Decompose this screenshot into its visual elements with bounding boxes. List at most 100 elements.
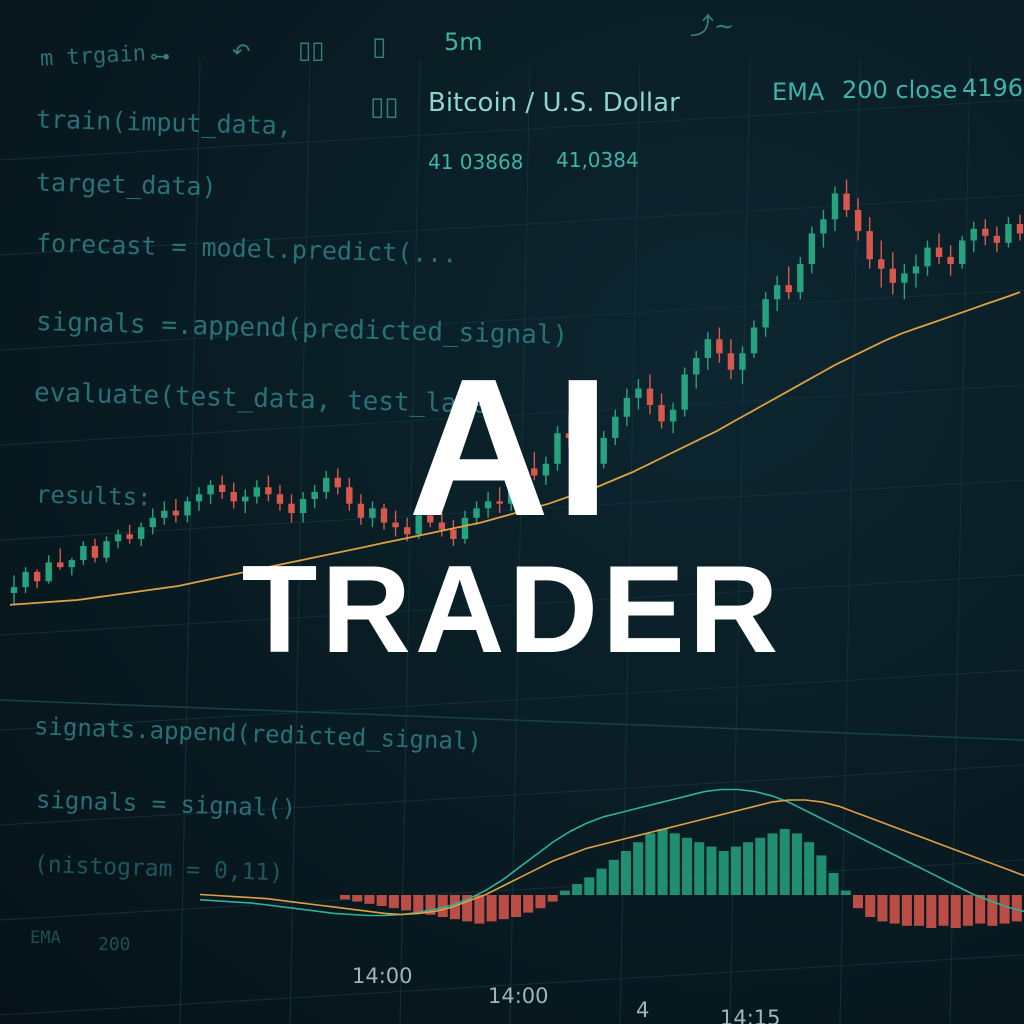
candle-body (669, 409, 677, 422)
candles-icon[interactable]: ▯▯ (298, 36, 325, 64)
candle-body (878, 259, 885, 269)
histogram-bar (767, 833, 778, 895)
histogram-bar (474, 895, 485, 924)
candle-body (935, 247, 943, 257)
macd-line (199, 788, 1024, 917)
symbol-name[interactable]: Bitcoin / U.S. Dollar (428, 88, 680, 118)
histogram-bar (486, 895, 497, 922)
grid-line-vertical (399, 59, 421, 1024)
histogram-bar (877, 895, 888, 922)
candle-body (461, 517, 469, 539)
indicator-params: 200 close (842, 76, 958, 104)
candle-body (137, 527, 145, 539)
candle-body (149, 517, 156, 528)
price-readout-b: 41,0384 (556, 148, 639, 172)
histogram-bar (584, 877, 595, 895)
candle-body (184, 501, 191, 516)
grid-line-vertical (509, 59, 531, 1024)
code-line: target_data) (35, 167, 217, 202)
interval-selector[interactable]: 5m (444, 28, 483, 56)
candle-body (91, 546, 99, 558)
candle-body (924, 247, 931, 267)
candle-body (427, 515, 434, 523)
histogram-bar (840, 890, 851, 895)
candle-body (565, 433, 573, 438)
candle-body (577, 437, 584, 452)
histogram-bar (572, 884, 583, 895)
histogram-bar (975, 895, 986, 924)
candle-body (704, 339, 711, 358)
candle-body (33, 571, 41, 582)
hero-title-line1: AI (408, 338, 616, 557)
candle-body (612, 416, 619, 438)
candle-body (716, 339, 723, 354)
candle-body (970, 228, 977, 241)
candle-body (450, 529, 457, 539)
candle-body (1005, 224, 1012, 243)
candle-body (739, 353, 746, 370)
candle-body (10, 587, 18, 593)
time-tick-label: 4 (636, 998, 650, 1022)
candle-body (750, 327, 758, 354)
hero-title-line2: TRADER (241, 541, 783, 679)
grid-line-horizontal (0, 99, 1024, 161)
candle-body (658, 405, 665, 422)
candle-body (889, 268, 897, 283)
candle-body (311, 491, 318, 499)
histogram-bar (388, 895, 399, 909)
candles-icon[interactable]: ▯ (372, 32, 387, 62)
price-readout-a: 41 03868 (428, 150, 524, 174)
grid-line-horizontal (0, 384, 1024, 446)
indicator-name[interactable]: EMA (772, 78, 825, 106)
candle-body (588, 452, 596, 464)
histogram-bar (645, 833, 656, 895)
histogram-bar (816, 855, 827, 895)
histogram-bar (535, 895, 546, 909)
candle-body (635, 388, 642, 398)
candle-body (785, 285, 792, 293)
candle-body (762, 299, 769, 328)
grid-line-horizontal (0, 289, 1024, 351)
histogram-bar (340, 895, 351, 900)
indicator-value: 4196 (962, 74, 1024, 102)
histogram-bar (962, 895, 973, 926)
undo-icon[interactable]: ↶ (232, 40, 251, 65)
candle-body (172, 510, 180, 516)
wave-icon[interactable]: ⤴∼ (690, 12, 735, 40)
histogram-bar (413, 895, 424, 913)
candle-body (126, 534, 133, 539)
candle-body (519, 468, 526, 488)
ema-series (9, 291, 1021, 606)
histogram-bar (804, 842, 815, 895)
histogram-bar (596, 868, 607, 895)
candle-body (103, 541, 110, 558)
histogram-bar (755, 837, 766, 895)
histogram-bar (743, 842, 754, 895)
histogram-bar (657, 829, 668, 895)
histogram-bar (718, 851, 729, 895)
candle-body (207, 484, 214, 495)
candle-body (357, 503, 365, 518)
grid-line-horizontal (0, 859, 1024, 921)
histogram-bar (559, 890, 570, 895)
histogram-bar (498, 895, 509, 920)
indicator-icon[interactable]: ⊶ (150, 44, 170, 68)
panel-divider (0, 699, 1024, 741)
candle-body (369, 508, 376, 518)
candle-body (288, 503, 295, 514)
candle-body (542, 463, 550, 476)
candle-body (600, 437, 607, 464)
candle-body (253, 487, 261, 497)
histogram-bar (1011, 895, 1022, 922)
histogram-bar (791, 833, 802, 895)
histogram-bar (608, 859, 619, 895)
time-tick-label: 14:00 (488, 984, 549, 1008)
grid-line-horizontal (0, 574, 1024, 636)
candle-body (218, 484, 226, 492)
bottom-indicator-name: EMA (30, 928, 61, 948)
candle-body (866, 231, 873, 260)
candle-body (392, 522, 399, 528)
candle-body (681, 374, 688, 410)
